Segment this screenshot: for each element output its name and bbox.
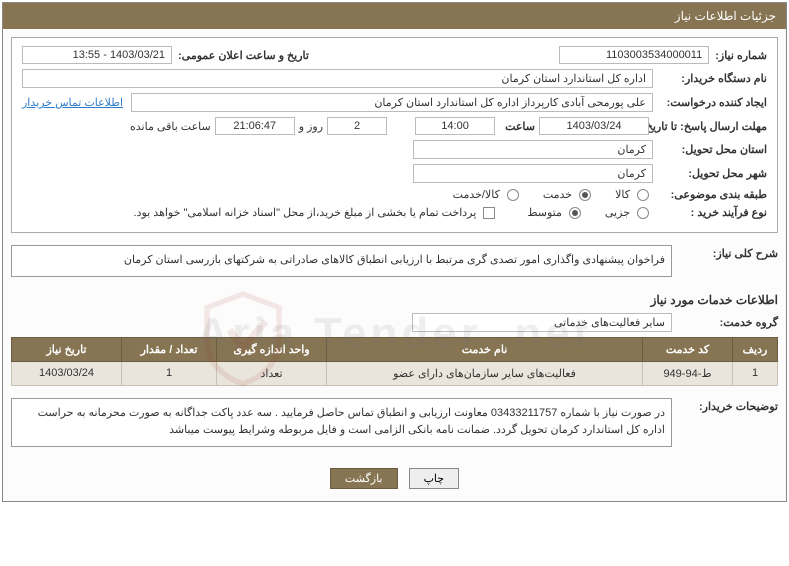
col-code: کد خدمت [643, 337, 733, 361]
need-number-label: شماره نیاز: [715, 49, 767, 62]
proc-partial-label: جزیی [605, 206, 630, 219]
announce-datetime: 1403/03/21 - 13:55 [22, 46, 172, 64]
cell-name: فعالیت‌های سایر سازمان‌های دارای عضو [327, 361, 643, 385]
city-value: کرمان [413, 164, 653, 183]
services-table: ردیف کد خدمت نام خدمت واحد اندازه گیری ت… [11, 337, 778, 386]
radio-goods[interactable] [637, 189, 649, 201]
deadline-time: 14:00 [415, 117, 495, 135]
cat-service-label: خدمت [543, 188, 572, 201]
radio-service[interactable] [579, 189, 591, 201]
category-label: طبقه بندی موضوعی: [659, 188, 767, 201]
buyer-note-label: توضیحات خریدار: [678, 394, 778, 413]
summary-text: فراخوان پیشنهادی واگذاری امور تصدی گری م… [11, 245, 672, 277]
table-row: 1 ط-94-949 فعالیت‌های سایر سازمان‌های دا… [12, 361, 778, 385]
cell-qty: 1 [122, 361, 217, 385]
col-name: نام خدمت [327, 337, 643, 361]
buyer-org: اداره کل استاندارد استان کرمان [22, 69, 653, 88]
time-label: ساعت [505, 120, 535, 133]
col-unit: واحد اندازه گیری [217, 337, 327, 361]
need-number: 1103003534000011 [559, 46, 709, 64]
radio-goods-service[interactable] [507, 189, 519, 201]
requester: علی پورمحی آبادی کارپرداز اداره کل استان… [131, 93, 653, 112]
deadline-label: مهلت ارسال پاسخ: تا تاریخ: [659, 120, 767, 133]
service-group-value: سایر فعالیت‌های خدماتی [412, 313, 672, 332]
days-and-label: روز و [299, 120, 323, 133]
remaining-days: 2 [327, 117, 387, 135]
cat-gs-label: کالا/خدمت [453, 188, 500, 201]
panel-header: جزئیات اطلاعات نیاز [3, 3, 786, 29]
buyer-contact-link[interactable]: اطلاعات تماس خریدار [22, 96, 123, 109]
summary-label: شرح کلی نیاز: [678, 241, 778, 260]
deadline-date: 1403/03/24 [539, 117, 649, 135]
col-row: ردیف [733, 337, 778, 361]
service-group-label: گروه خدمت: [678, 316, 778, 329]
remaining-tail: ساعت باقی مانده [130, 120, 211, 133]
proc-medium-label: متوسط [527, 206, 562, 219]
radio-partial[interactable] [637, 207, 649, 219]
cell-code: ط-94-949 [643, 361, 733, 385]
buyer-org-label: نام دستگاه خریدار: [659, 72, 767, 85]
city-label: شهر محل تحویل: [659, 167, 767, 180]
services-section-title: اطلاعات خدمات مورد نیاز [11, 293, 778, 307]
cat-goods-label: کالا [615, 188, 630, 201]
cell-idx: 1 [733, 361, 778, 385]
radio-medium[interactable] [569, 207, 581, 219]
checkbox-treasury[interactable] [483, 207, 495, 219]
buyer-note-text: در صورت نیاز با شماره 03433211757 معاونت… [11, 398, 672, 447]
col-qty: تعداد / مقدار [122, 337, 217, 361]
cell-unit: تعداد [217, 361, 327, 385]
print-button[interactable]: چاپ [409, 468, 460, 489]
need-info-fieldset: شماره نیاز: 1103003534000011 تاریخ و ساع… [11, 37, 778, 233]
province-value: کرمان [413, 140, 653, 159]
announce-label: تاریخ و ساعت اعلان عمومی: [178, 49, 309, 62]
remaining-hms: 21:06:47 [215, 117, 295, 135]
col-date: تاریخ نیاز [12, 337, 122, 361]
process-label: نوع فرآیند خرید : [659, 206, 767, 219]
panel-title: جزئیات اطلاعات نیاز [675, 9, 776, 23]
requester-label: ایجاد کننده درخواست: [659, 96, 767, 109]
payment-note: پرداخت تمام یا بخشی از مبلغ خرید،از محل … [134, 206, 477, 219]
province-label: استان محل تحویل: [659, 143, 767, 156]
cell-date: 1403/03/24 [12, 361, 122, 385]
back-button[interactable]: بازگشت [330, 468, 398, 489]
